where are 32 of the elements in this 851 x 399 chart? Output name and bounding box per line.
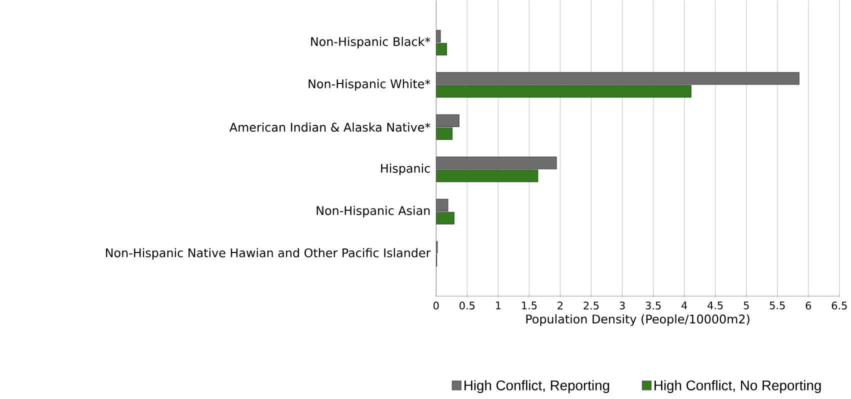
bar <box>436 127 453 140</box>
x-tick-label: 0 <box>434 302 439 310</box>
y-tick-label: Hispanic <box>381 164 430 176</box>
y-tick-label: Non-Hispanic Native Hawian and Other Pacific Islander <box>106 248 431 260</box>
x-tick-label: 4 <box>682 302 688 310</box>
legend-label: High Conflict, No Reporting <box>654 380 821 394</box>
bar <box>436 114 460 128</box>
x-tick-label: 3.5 <box>646 302 661 310</box>
bar <box>436 170 538 182</box>
bar <box>436 199 448 212</box>
x-tick-label: 4.5 <box>708 302 723 310</box>
x-tick-label: 3 <box>620 302 625 310</box>
x-tick-label: 1 <box>496 302 501 310</box>
x-tick-label: 0.5 <box>460 302 475 310</box>
bar <box>436 72 800 85</box>
y-tick-label: Non-Hispanic White* <box>308 79 430 91</box>
bar <box>436 85 692 98</box>
x-tick-label: 6 <box>806 302 812 310</box>
y-tick-label: Non-Hispanic Asian <box>316 206 430 218</box>
x-tick-label: 5 <box>744 302 749 310</box>
legend-label: High Conflict, Reporting <box>464 380 610 394</box>
x-tick-label: 5.5 <box>770 302 785 310</box>
x-tick-label: 2 <box>558 302 562 310</box>
x-axis-title: Population Density (People/10000m2) <box>526 314 750 326</box>
y-tick-label: American Indian & Alaska Native* <box>229 122 430 132</box>
y-tick-label: Non-Hispanic Black* <box>311 37 430 49</box>
x-tick-label: 2.5 <box>584 302 599 310</box>
bar <box>436 212 454 225</box>
bar <box>436 43 447 56</box>
x-tick-label: 1.5 <box>522 302 537 310</box>
x-tick-label: 6.5 <box>832 302 847 310</box>
bar <box>436 156 557 170</box>
